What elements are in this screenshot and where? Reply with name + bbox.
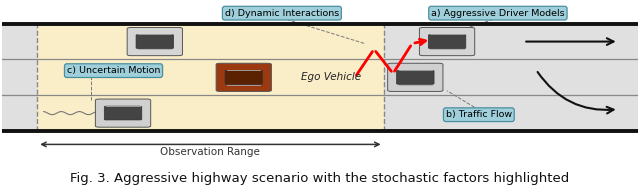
Text: d) Dynamic Interactions: d) Dynamic Interactions: [225, 9, 339, 18]
FancyBboxPatch shape: [104, 106, 142, 120]
FancyBboxPatch shape: [136, 35, 173, 49]
Bar: [3, 24, 637, 131]
FancyBboxPatch shape: [127, 27, 182, 56]
FancyBboxPatch shape: [95, 99, 150, 127]
FancyBboxPatch shape: [397, 70, 434, 84]
Text: a) Aggressive Driver Models: a) Aggressive Driver Models: [431, 9, 564, 18]
Text: b) Traffic Flow: b) Traffic Flow: [446, 110, 512, 119]
Text: Ego Vehicle: Ego Vehicle: [301, 72, 361, 82]
FancyBboxPatch shape: [216, 63, 271, 91]
Text: Fig. 3. Aggressive highway scenario with the stochastic factors highlighted: Fig. 3. Aggressive highway scenario with…: [70, 172, 570, 185]
Bar: [37, 24, 383, 131]
FancyBboxPatch shape: [428, 35, 466, 49]
Text: c) Uncertain Motion: c) Uncertain Motion: [67, 66, 160, 75]
FancyArrowPatch shape: [538, 72, 614, 113]
FancyBboxPatch shape: [419, 27, 475, 56]
Text: Observation Range: Observation Range: [161, 147, 260, 157]
FancyBboxPatch shape: [225, 70, 262, 84]
FancyBboxPatch shape: [388, 63, 443, 91]
